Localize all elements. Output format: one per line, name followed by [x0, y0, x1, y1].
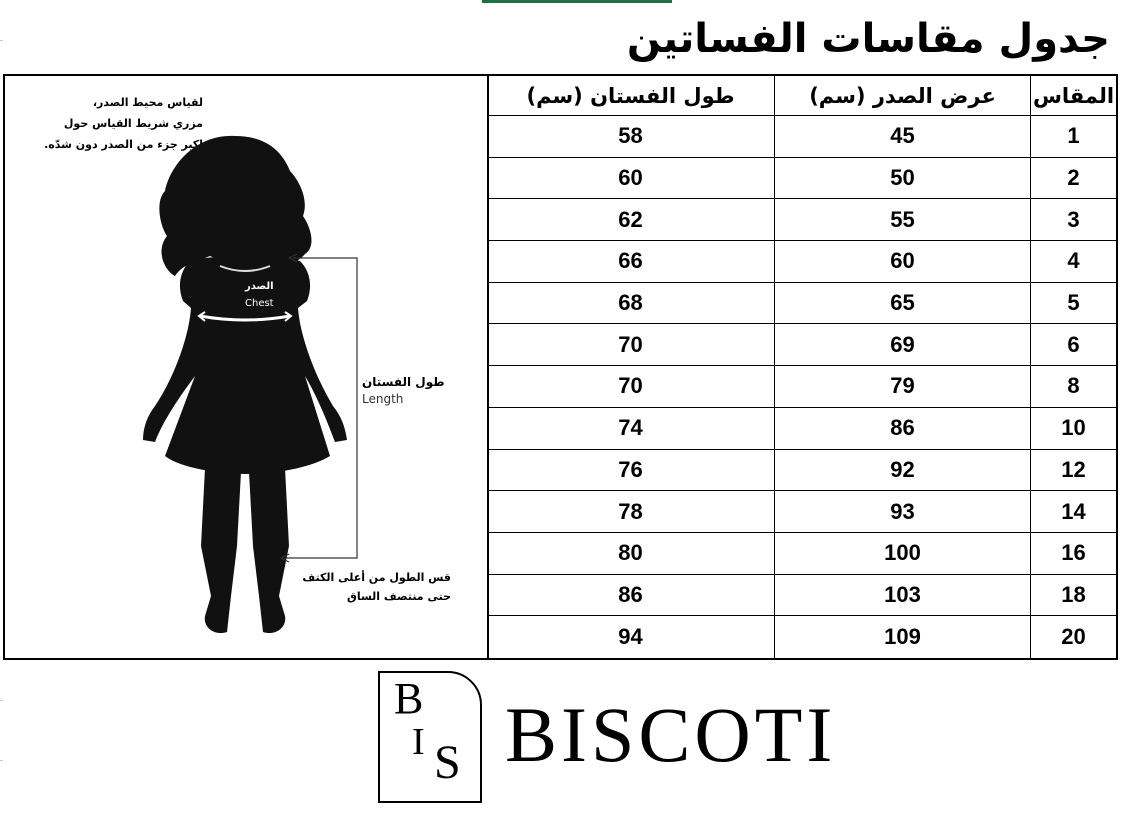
cell-size: 14 — [1031, 491, 1116, 533]
cell-size: 20 — [1061, 624, 1086, 650]
cell-size: 8 — [1031, 366, 1116, 408]
gridline — [0, 760, 3, 761]
header-chest: عرض الصدر (سم) — [775, 76, 1031, 116]
cell-size: 6 — [1031, 324, 1116, 367]
cell-chest: 69 — [775, 324, 1031, 367]
cell-chest: 60 — [775, 241, 1031, 283]
girl-silhouette-icon — [143, 135, 358, 634]
cell-chest: 50 — [775, 157, 1031, 200]
chest-label: الصدر Chest — [245, 278, 274, 312]
brand-logo-mark: B I S — [378, 671, 482, 803]
cell-size: 12 — [1031, 450, 1116, 492]
cell-length: 66 — [487, 241, 775, 283]
size-grid: طول الفستان (سم) عرض الصدر (سم) المقاس 5… — [487, 76, 1116, 658]
illustration-cell: لقياس محيط الصدر، مزري شريط القياس حول ا… — [5, 76, 489, 658]
cell-length: 58 — [487, 116, 775, 158]
length-note: قس الطول من أعلى الكتف حتى منتصف الساق — [302, 568, 451, 606]
cell-chest: 100 — [775, 532, 1031, 575]
cell-chest: 92 — [775, 449, 1031, 492]
cell-chest: 103 — [775, 574, 1031, 617]
note-line: حتى منتصف الساق — [347, 590, 451, 603]
length-label-en: Length — [362, 392, 404, 406]
length-label-ar: طول الفستان — [362, 375, 445, 389]
note-line: مزري شريط القياس حول — [63, 117, 203, 130]
cell-size: 16 — [1031, 533, 1116, 575]
cell-chest: 65 — [775, 282, 1031, 325]
monogram-letter: B — [394, 674, 424, 723]
note-line: اكبر جزء من الصدر دون شدّه. — [44, 138, 203, 151]
cell-chest: 45 — [775, 116, 1031, 158]
gridline — [0, 40, 3, 41]
cell-chest: 86 — [775, 407, 1031, 450]
note-line: قس الطول من أعلى الكتف — [302, 571, 451, 584]
length-label: طول الفستان Length — [362, 374, 445, 408]
cell-length: 80 — [487, 532, 775, 575]
chest-note: لقياس محيط الصدر، مزري شريط القياس حول ا… — [44, 92, 203, 155]
cell-length: 62 — [487, 199, 775, 242]
cell-length: 68 — [487, 282, 775, 325]
cell-length: 60 — [487, 157, 775, 200]
note-line: لقياس محيط الصدر، — [92, 96, 203, 109]
brand-name: BISCOTI — [505, 691, 837, 778]
chest-label-en: Chest — [245, 298, 274, 309]
gridline — [0, 700, 3, 701]
cell-length: 74 — [487, 407, 775, 450]
cell-chest: 79 — [775, 366, 1031, 408]
cell-length: 86 — [487, 574, 775, 617]
cell-length: 94 — [487, 616, 775, 658]
cell-chest: 93 — [775, 491, 1031, 533]
cell-size: 3 — [1031, 199, 1116, 242]
cell-length: 70 — [487, 324, 775, 367]
cell-length: 78 — [487, 491, 775, 533]
selected-cell-indicator — [482, 0, 672, 3]
cell-size: 4 — [1031, 241, 1116, 283]
cell-size: 5 — [1031, 283, 1116, 325]
header-length: طول الفستان (سم) — [487, 76, 775, 116]
cell-length: 76 — [487, 449, 775, 492]
cell-length: 70 — [487, 366, 775, 408]
cell-size: 2 — [1031, 158, 1116, 200]
monogram-letter: S — [434, 736, 461, 789]
size-table: لقياس محيط الصدر، مزري شريط القياس حول ا… — [3, 74, 1118, 660]
cell-size: 18 — [1031, 575, 1116, 617]
header-size: المقاس — [1031, 76, 1116, 116]
cell-chest: 109 — [775, 616, 1031, 658]
monogram-letter: I — [412, 721, 425, 763]
page-title: جدول مقاسات الفساتين — [626, 16, 1110, 62]
cell-size: 10 — [1031, 408, 1116, 450]
cell-size: 1 — [1031, 116, 1116, 158]
chest-label-ar: الصدر — [245, 281, 274, 292]
cell-chest: 55 — [775, 199, 1031, 242]
